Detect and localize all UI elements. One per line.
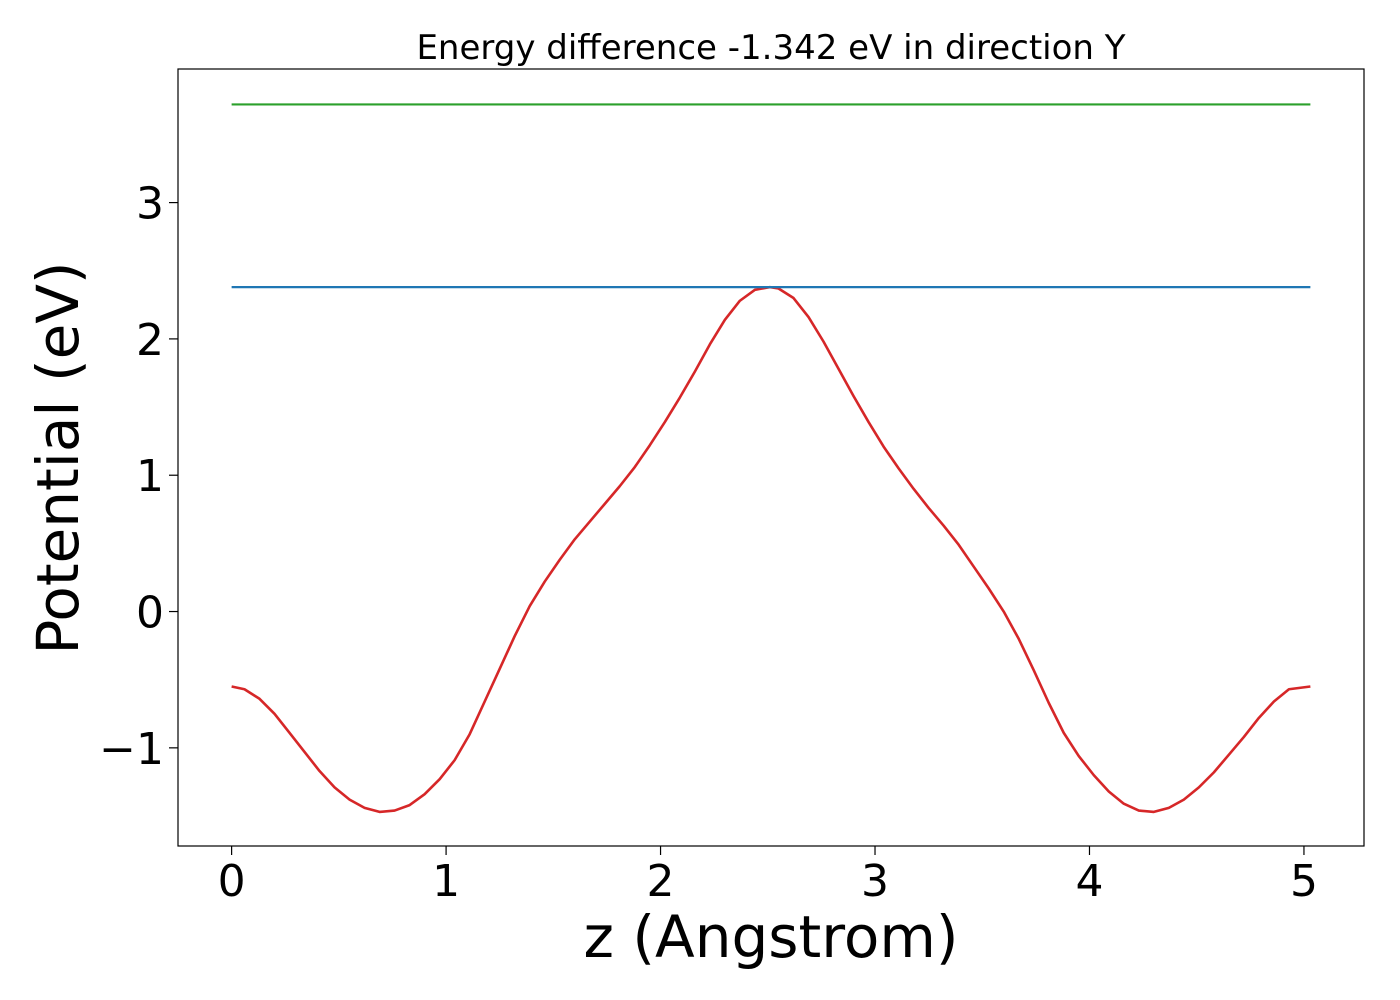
x-tick-label: 4: [1075, 856, 1103, 907]
x-tick-label: 0: [218, 856, 246, 907]
chart-title: Energy difference -1.342 eV in direction…: [416, 28, 1125, 68]
y-axis-ticks: −1 0 1 2 3: [99, 179, 178, 775]
y-tick-label: 1: [136, 451, 164, 502]
x-tick-label: 3: [861, 856, 889, 907]
x-tick-label: 5: [1290, 856, 1318, 907]
y-tick-label: 0: [136, 588, 164, 639]
y-tick-label: 2: [136, 315, 164, 366]
series-layer: [231, 103, 1311, 814]
y-tick-label: −1: [99, 724, 164, 775]
x-axis-label: z (Angstrom): [584, 903, 959, 971]
x-tick-label: 1: [432, 856, 460, 907]
x-axis-ticks: 0 1 2 3 4 5: [218, 846, 1318, 907]
y-axis-label: Potential (eV): [24, 261, 92, 654]
y-tick-label: 3: [136, 179, 164, 230]
plot-frame: [177, 68, 1365, 847]
x-tick-label: 2: [647, 856, 675, 907]
